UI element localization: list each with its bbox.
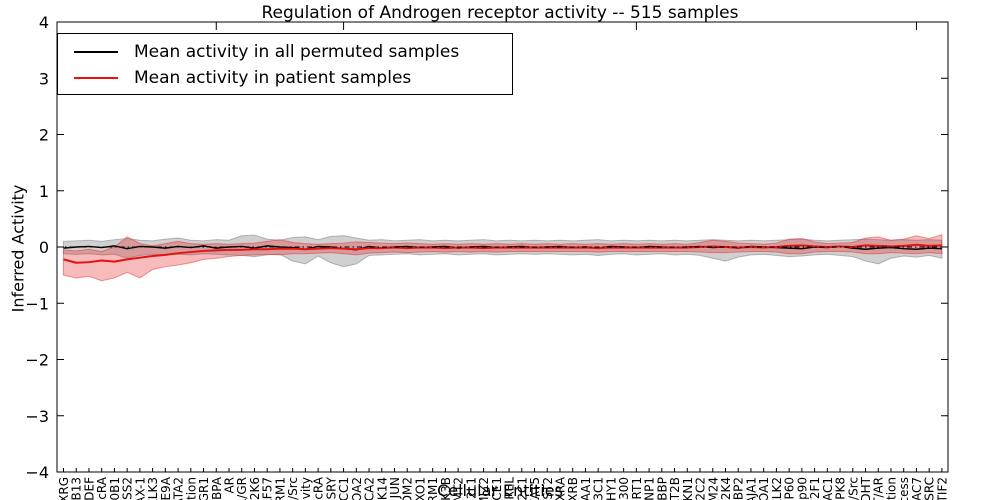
y-tick-label: 4 (39, 13, 49, 32)
x-tick-label: SMARCA2 (363, 477, 377, 500)
patient-mean-line (63, 243, 942, 264)
x-tick-label: cell proliferation (884, 477, 898, 500)
x-tick-label: RXRG (57, 477, 71, 500)
x-tick-label: AR (222, 477, 236, 494)
x-tick-label: KLK2 (770, 477, 784, 500)
x-tick-label: SMARCC1 (337, 477, 351, 500)
x-tick-label: EHMT2 (452, 477, 466, 500)
x-tick-label: GATA2 (172, 477, 186, 500)
x-axis-label: Cellular Entities (437, 481, 563, 500)
y-tick-label: −4 (25, 463, 49, 482)
y-tick-label: −3 (25, 407, 49, 426)
x-tick-label: AR/RACK1/Src (286, 477, 300, 500)
x-tick-label: MAP2K4 (719, 477, 733, 500)
x-tick-label: SMARCE1 (490, 477, 504, 500)
x-tick-label: SIRT1 (630, 477, 644, 500)
x-tick-label: APPBP2 (732, 477, 746, 500)
x-tick-label: HSP90AA1 (579, 477, 593, 500)
legend-label-patient: Mean activity in patient samples (134, 68, 412, 88)
x-tick-label: RCHY1 (604, 477, 618, 500)
x-tick-label: POU2F1 (808, 477, 822, 500)
x-tick-label: PDE9A (159, 476, 173, 500)
x-tick-label: DNAJA1 (744, 477, 758, 500)
x-tick-label: BRM/BAF57 (261, 477, 275, 500)
x-tick-label: positive regulation of transcription (184, 477, 198, 500)
x-tick-label: AR/GR (235, 477, 249, 500)
x-tick-label: REL (503, 477, 517, 500)
x-tick-label: T-DHT/AR/TIF2/CARM1 (273, 477, 287, 500)
x-tick-label: NR2C1 (515, 477, 529, 500)
legend-label-permuted: Mean activity in all permuted samples (134, 42, 460, 62)
x-tick-label: NR0B1 (108, 477, 122, 500)
x-tick-label: T-DHT/AR (872, 477, 886, 500)
x-tick-label: EGR1 (197, 477, 211, 500)
x-tick-label: NR3C1 (592, 477, 606, 500)
legend-box: Mean activity in all permuted samples Me… (57, 33, 513, 95)
x-tick-label: MDM2 (401, 477, 415, 500)
x-tick-label: TMPRSS2 (121, 477, 135, 500)
y-tick-label: −1 (25, 294, 49, 313)
x-tick-label: SPDEF (82, 477, 96, 500)
x-tick-label: RXRA (553, 476, 567, 500)
x-tick-label: HOXB13 (70, 477, 84, 500)
x-tick-label: JUN (388, 477, 402, 499)
permuted-samples-band (63, 234, 943, 268)
x-tick-label: T-DHT/AR/Hsp90 (795, 477, 809, 500)
x-tick-label: CEBPA (210, 476, 224, 500)
x-tick-label: FOXO1 (413, 477, 427, 500)
x-tick-label: EP300 (617, 477, 631, 500)
y-tick-label: −2 (25, 351, 49, 370)
x-tick-label: KAT2B (668, 477, 682, 500)
x-tick-label: KAT5 (528, 477, 542, 500)
x-tick-label: KLK3 (146, 477, 160, 500)
x-tick-label: GSK3B (439, 477, 453, 500)
x-tick-label: NR2C2 (694, 477, 708, 500)
x-tick-label: RXRB (566, 477, 580, 500)
x-tick-label: MAPK14 (375, 477, 389, 500)
x-tick-label: SRY (324, 476, 338, 499)
x-tick-label: mol:T-DHT (859, 476, 873, 500)
y-tick-label: 2 (39, 126, 49, 145)
x-tick-label: SRC (923, 477, 937, 500)
legend-item-permuted: Mean activity in all permuted samples (58, 39, 512, 65)
x-tick-label: RXRs/9cRA (95, 476, 109, 500)
x-tick-label: CREBBP (655, 477, 669, 500)
x-tick-label: proteasomal ubiquitin-dependent protein … (897, 477, 911, 500)
legend-item-patient: Mean activity in patient samples (58, 65, 512, 91)
y-tick-label: 3 (39, 69, 49, 88)
x-tick-label: GNB2L1 (464, 477, 478, 500)
x-tick-label: T-DHT/AR/TIF2 (935, 477, 949, 500)
patient-line-swatch (74, 77, 118, 79)
x-tick-label: T-DHT/AR/DAX-1 (133, 477, 147, 500)
x-tick-label: T-DHT/AR/RACK1/Src (846, 477, 860, 500)
y-tick-label: 0 (39, 238, 49, 257)
x-tick-label: CARM1 (426, 477, 440, 500)
x-tick-label: ZMIZ2 (477, 477, 491, 500)
x-tick-label: MYST2 (541, 477, 555, 500)
x-tick-label: NCOA1 (757, 477, 771, 500)
x-tick-label: epidermal growth factor receptor activit… (299, 477, 313, 500)
y-tick-label: 1 (39, 182, 49, 201)
x-tick-label: HDAC7 (910, 477, 924, 500)
x-tick-label: HDAC1 (821, 477, 835, 500)
x-tick-label: mol:9cRA (312, 476, 326, 500)
x-tick-label: MAP2K6 (248, 477, 262, 500)
chart-title: Regulation of Androgen receptor activity… (261, 3, 739, 23)
x-tick-label: TRIM24 (706, 477, 720, 500)
x-tick-label: T-DHT/AR/TIP60 (783, 477, 797, 500)
x-tick-label: SENP1 (643, 477, 657, 500)
permuted-line-swatch (74, 51, 118, 53)
x-tick-label: MAPK8 (834, 477, 848, 500)
x-tick-label: NCOA2 (350, 477, 364, 500)
x-tick-label: PKN1 (681, 477, 695, 500)
